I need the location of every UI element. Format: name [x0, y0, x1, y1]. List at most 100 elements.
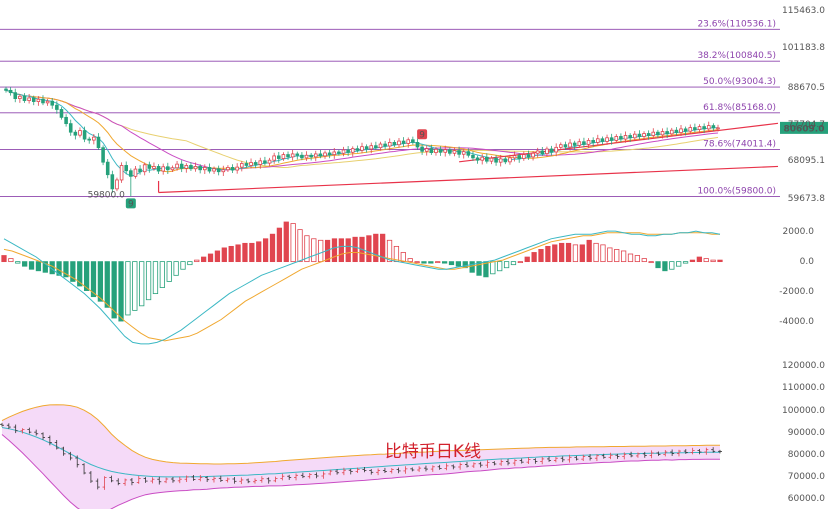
candle-body [549, 148, 554, 153]
macd-histogram-bar [400, 252, 406, 263]
bollinger-axis-tick: 100000.0 [782, 406, 825, 416]
macd-histogram-bar [83, 261, 90, 291]
candle-body [642, 133, 646, 137]
candle-body [637, 133, 642, 137]
macd-histogram-bar [503, 261, 510, 269]
macd-signal-line [3, 232, 720, 342]
macd-histogram-bar [435, 261, 441, 264]
price-axis-tick: 101183.8 [782, 43, 825, 53]
macd-histogram-bar [614, 249, 620, 263]
candle-body [179, 163, 184, 169]
bollinger-axis-tick: 110000.0 [782, 383, 825, 393]
fib-level-label: 100.0%(59800.0) [697, 186, 776, 196]
macd-histogram-bar [145, 261, 152, 301]
macd-histogram-bar [407, 258, 413, 263]
macd-histogram-bar [552, 244, 558, 263]
macd-axis-tick: -4000.0 [779, 317, 814, 327]
candle-body [545, 148, 549, 155]
fib-level-label: 50.0%(93004.3) [703, 77, 776, 87]
bollinger-middle-line [1, 427, 720, 478]
macd-histogram-bar [304, 235, 310, 263]
candle-body [239, 163, 244, 168]
macd-histogram-bar [221, 247, 227, 263]
candle-body [59, 109, 64, 118]
macd-histogram-bar [42, 261, 48, 273]
candle-body [78, 130, 82, 136]
candle-body [207, 167, 212, 172]
candle-body [711, 125, 716, 129]
candle-body [318, 153, 323, 157]
candle-body [508, 157, 512, 163]
candle-body [706, 125, 711, 130]
candle-body [531, 152, 535, 158]
macd-histogram-bar [70, 261, 76, 282]
macd-histogram-bar [710, 259, 716, 263]
macd-histogram-bar [15, 261, 21, 264]
candle-body [124, 165, 129, 172]
macd-histogram-bar [593, 242, 599, 263]
candle-body [582, 141, 586, 145]
candle-body [22, 95, 27, 101]
candle-body [411, 139, 415, 143]
candle-body [646, 133, 651, 136]
macd-histogram-bar [180, 261, 186, 270]
candle-body [323, 152, 327, 157]
candle-body [679, 128, 683, 133]
candle-body [660, 131, 665, 136]
candle-body [105, 161, 110, 176]
macd-histogram-bar [249, 242, 255, 263]
macd-histogram-bar [338, 238, 344, 263]
candle-body [142, 164, 147, 173]
macd-histogram-bar [152, 261, 159, 295]
candle-body [92, 136, 96, 141]
candle-body [387, 141, 392, 147]
candle-body [276, 155, 281, 159]
macd-histogram-bar [90, 261, 97, 298]
candle-body [498, 158, 503, 163]
candle-body [535, 150, 540, 154]
macd-axis-tick: 0.0 [800, 257, 815, 267]
candle-body [119, 165, 124, 181]
candle-body [623, 135, 628, 140]
macd-histogram-bar [276, 227, 283, 263]
candle-body [595, 138, 600, 143]
price-axis-tick: 68095.1 [788, 156, 825, 166]
signal-marker-label: 9 [419, 130, 425, 140]
candle-body [466, 151, 471, 156]
bollinger-axis-tick: 70000.0 [788, 472, 825, 482]
macd-histogram-bar [669, 261, 675, 270]
macd-histogram-bar [600, 244, 606, 263]
candle-body [147, 164, 152, 169]
macd-histogram-bar [97, 261, 104, 302]
macd-histogram-bar [283, 221, 289, 263]
macd-histogram-bar [22, 261, 28, 267]
bollinger-axis-tick: 60000.0 [788, 494, 825, 504]
low-price-label: 59800.0 [88, 190, 125, 200]
candle-body [697, 126, 702, 130]
candle-body [609, 137, 614, 141]
macd-histogram-bar [104, 261, 110, 308]
macd-histogram-bar [689, 259, 696, 263]
macd-histogram-bar [132, 261, 138, 311]
macd-histogram-bar [572, 244, 579, 263]
candle-body [4, 88, 8, 91]
macd-histogram-bar [655, 261, 661, 269]
candle-body [170, 167, 175, 171]
candle-body [341, 149, 346, 154]
macd-histogram-bar [366, 235, 372, 263]
fib-level-label: 23.6%(110536.1) [697, 19, 776, 29]
candle-body [64, 116, 68, 125]
candle-body [193, 166, 198, 170]
candle-body [512, 155, 517, 159]
macd-histogram-bar [559, 242, 565, 263]
macd-histogram-bar [297, 229, 303, 263]
candle-body [300, 154, 304, 159]
macd-histogram-bar [469, 261, 475, 273]
candle-body [18, 95, 22, 99]
candle-body [619, 136, 623, 140]
macd-axis-tick: -2000.0 [779, 287, 814, 297]
macd-histogram-bar [421, 261, 427, 264]
macd-line [3, 230, 721, 345]
candle-body [244, 163, 249, 166]
fib-level-label: 78.6%(74011.4) [703, 140, 776, 150]
